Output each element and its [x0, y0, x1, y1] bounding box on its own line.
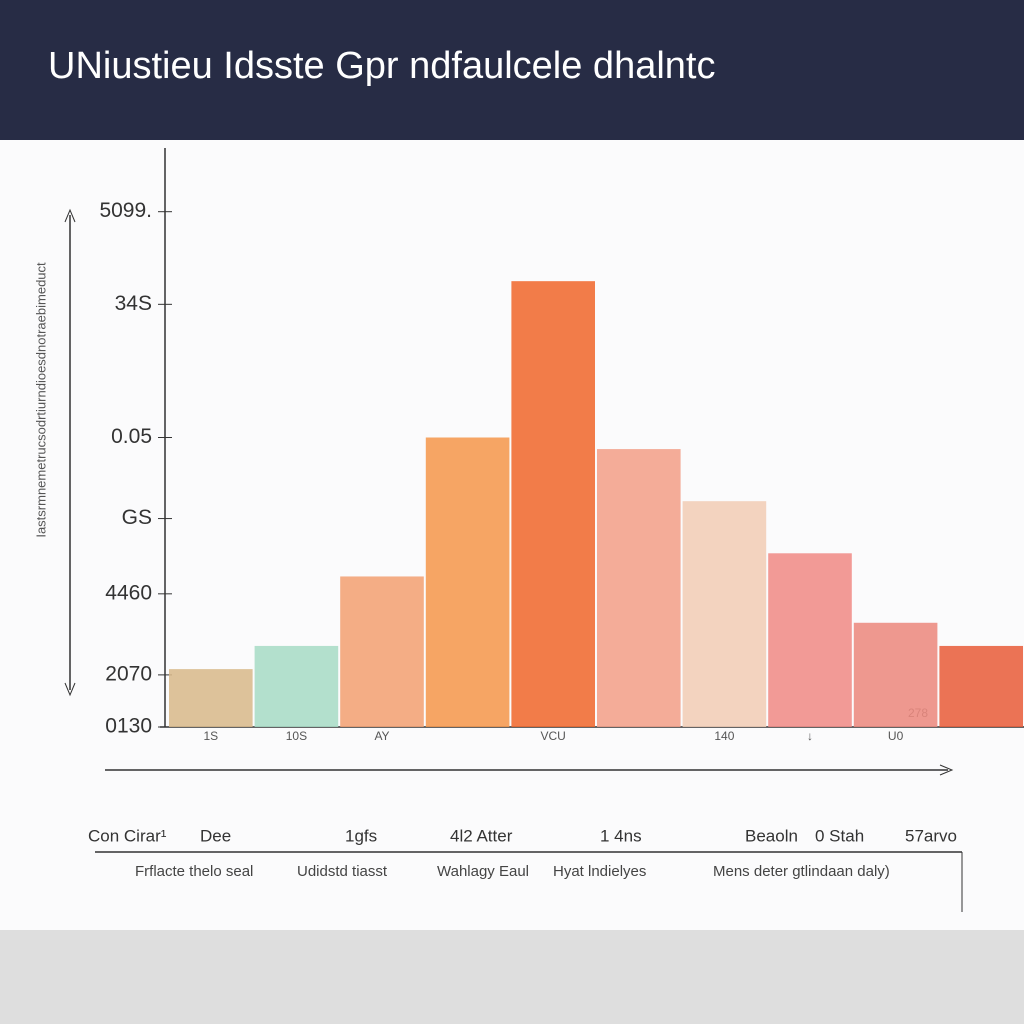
footer-label: 1gfs [345, 826, 377, 845]
footer-caption: Hyat lndielyes [553, 863, 646, 880]
footer-label: Beaoln [745, 826, 798, 845]
footer-caption: Wahlagy Eaul [437, 863, 529, 880]
bar [340, 576, 424, 727]
bar [853, 622, 938, 727]
footer-label: Dee [200, 826, 231, 845]
footer-caption: Udidstd tiasst [297, 863, 388, 880]
bar [425, 437, 510, 727]
x-tick-label: 140 [714, 729, 734, 743]
y-tick-label: GS [122, 506, 152, 529]
footer-caption: Frflacte thelo seal [135, 863, 253, 880]
footer-label: 1 4ns [600, 826, 642, 845]
bar [939, 645, 1023, 727]
x-tick-label: U0 [888, 729, 904, 743]
bar [511, 281, 595, 727]
y-tick-label: 0.05 [111, 425, 152, 448]
y-tick-label: 0130 [105, 715, 152, 738]
y-axis-label: Iastsrmnemetrucsodrtiurndioesdnotraebime… [33, 262, 48, 538]
bar [682, 501, 767, 727]
x-tick-label: 10S [286, 729, 307, 743]
header-band [0, 0, 1024, 140]
bar [768, 553, 852, 727]
bar [597, 449, 681, 727]
chart-title: UNiustieu Idsste Gpr ndfaulcele dhalntc [48, 45, 715, 87]
x-tick-label: 1S [203, 729, 218, 743]
footer-label: Con Cirar¹ [88, 826, 167, 845]
bar [169, 669, 253, 727]
bar [254, 645, 339, 727]
arrow-heads [64, 208, 76, 697]
footer-label: 0 Stah [815, 826, 864, 845]
y-tick-label: 5099. [99, 199, 152, 222]
y-tick-label: 34S [115, 292, 152, 315]
footer-caption: Mens deter gtlindaan daly) [713, 863, 890, 880]
footer-band [0, 930, 1024, 1024]
footer-label: 4l2 Atter [450, 826, 513, 845]
x-tick-label: AY [374, 729, 389, 743]
x-tick-label: ↓ [807, 729, 813, 743]
y-tick-label: 4460 [105, 581, 152, 604]
x-tick-label: VCU [541, 729, 566, 743]
arrow-head [939, 764, 954, 776]
footer-label: 57arvo [905, 826, 957, 845]
y-tick-label: 2070 [105, 662, 152, 685]
